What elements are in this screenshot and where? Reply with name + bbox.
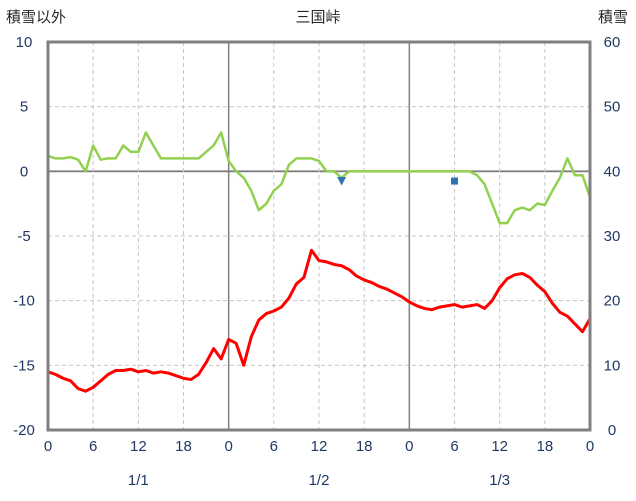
- right-axis-tick-label: 30: [604, 228, 621, 245]
- x-axis-tick-label: 0: [405, 438, 413, 455]
- left-axis-tick-label: -20: [13, 422, 35, 439]
- series-red-line: [46, 248, 592, 393]
- x-axis-tick-label: 12: [311, 438, 328, 455]
- right-axis-tick-label: 10: [604, 357, 621, 374]
- left-axis-tick-label: 10: [16, 34, 33, 51]
- x-axis-tick-label: 18: [356, 438, 373, 455]
- right-axis-tick-label: 50: [604, 99, 621, 116]
- x-axis-tick-label: 12: [491, 438, 508, 455]
- left-axis-tick-label: 5: [20, 99, 28, 116]
- right-axis-title: 積雪: [597, 9, 628, 26]
- left-axis-tick-label: -15: [13, 357, 35, 374]
- left-axis-tick-label: -5: [17, 228, 30, 245]
- x-axis-tick-label: 18: [175, 438, 192, 455]
- day-label: 1/2: [309, 472, 330, 489]
- x-axis-tick-label: 6: [270, 438, 278, 455]
- plot-border: [46, 40, 592, 432]
- x-axis-tick-label: 6: [450, 438, 458, 455]
- snow-depth-marker: [451, 177, 458, 185]
- left-axis-tick-label: -10: [13, 293, 35, 310]
- right-axis-tick-label: 20: [604, 293, 621, 310]
- left-axis-tick-label: 0: [20, 163, 28, 180]
- left-axis-title: 積雪以外: [6, 9, 67, 26]
- x-axis-tick-label: 0: [224, 438, 232, 455]
- x-axis-tick-label: 6: [89, 438, 97, 455]
- right-axis-tick-label: 0: [608, 422, 616, 439]
- x-axis-tick-label: 0: [44, 438, 52, 455]
- series-green-line: [46, 131, 592, 225]
- day-label: 1/3: [489, 472, 510, 489]
- right-axis-tick-label: 60: [604, 34, 621, 51]
- x-axis-tick-label: 18: [536, 438, 553, 455]
- day-label: 1/1: [128, 472, 149, 489]
- x-axis-tick-label: 0: [586, 438, 594, 455]
- snow-depth-marker: [337, 177, 347, 186]
- right-axis-tick-label: 40: [604, 163, 621, 180]
- chart-title: 三国峠: [295, 9, 341, 26]
- x-axis-tick-label: 12: [130, 438, 147, 455]
